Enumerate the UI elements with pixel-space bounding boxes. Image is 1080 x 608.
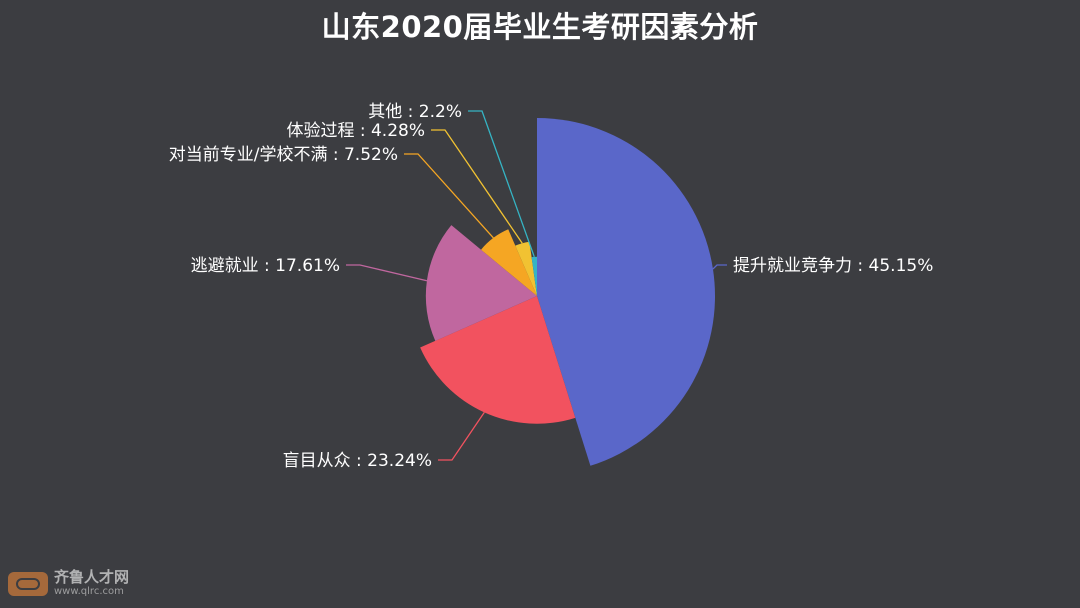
pie-slice-2 xyxy=(420,296,576,424)
leader-line-4 xyxy=(404,153,494,239)
leader-line-6 xyxy=(468,110,535,258)
pie-slice-5 xyxy=(515,241,537,296)
pie-slice-3 xyxy=(425,225,537,341)
slice-label-3: 逃避就业 : 17.61% xyxy=(191,256,340,276)
pie-slice-1 xyxy=(537,118,715,466)
pie-slice-4 xyxy=(481,229,537,296)
watermark-url: www.qlrc.com xyxy=(54,586,124,597)
watermark-logo: 齐鲁人才网 www.qlrc.com xyxy=(8,570,129,597)
leader-line-5 xyxy=(431,129,523,244)
watermark-name: 齐鲁人才网 xyxy=(54,568,130,586)
qlrc-logo-icon xyxy=(8,571,48,596)
slice-label-2: 盲目从众 : 23.24% xyxy=(283,451,432,471)
slice-label-1: 提升就业竞争力 : 45.15% xyxy=(733,256,933,276)
leader-line-2 xyxy=(438,411,485,461)
slice-label-6: 其他 : 2.2% xyxy=(368,102,462,122)
leader-line-1 xyxy=(712,264,727,270)
slice-label-4: 对当前专业/学校不满 : 7.52% xyxy=(169,145,398,165)
slice-label-5: 体验过程 : 4.28% xyxy=(286,121,425,141)
pie-slice-6 xyxy=(531,256,537,296)
chart-title: 山东2020届毕业生考研因素分析 xyxy=(321,10,759,44)
leader-line-3 xyxy=(346,264,428,282)
